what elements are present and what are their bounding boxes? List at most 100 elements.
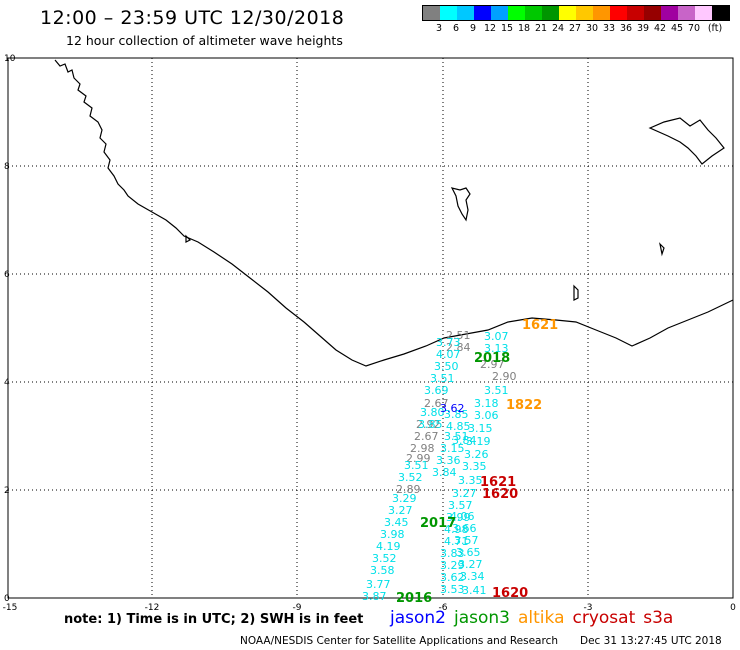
track-value-gray: 2.51 xyxy=(446,329,471,342)
pass-time-label: 2016 xyxy=(396,591,432,606)
legend-label: 21 xyxy=(534,23,548,34)
track-value-gray: 2.97 xyxy=(480,358,505,371)
track-value-cyan: 4.85 xyxy=(446,420,471,433)
track-value-gray: 2.84 xyxy=(446,341,471,354)
legend-swatch xyxy=(627,6,644,20)
track-value-gray: 2.67 xyxy=(424,397,449,410)
track-value-cyan: 3.62 xyxy=(440,571,465,584)
track-value-cyan: 3.50 xyxy=(434,360,459,373)
satellite-legend: jason2 jason3 altika cryosat s3a xyxy=(390,608,681,628)
coastline xyxy=(54,59,734,367)
legend-swatch xyxy=(610,6,627,20)
track-value-cyan: 4.07 xyxy=(436,348,461,361)
track-value-cyan: 3.99 xyxy=(446,511,471,524)
track-value-gray: 2.99 xyxy=(406,452,431,465)
track-value-cyan: 3.27 xyxy=(388,504,413,517)
coastline-east xyxy=(648,117,725,165)
legend-swatch xyxy=(423,6,440,20)
map-gridlines xyxy=(8,58,733,598)
track-value-cyan: 3.58 xyxy=(370,564,395,577)
legend-label: 39 xyxy=(636,23,650,34)
legend-swatch xyxy=(474,6,491,20)
track-value-cyan: 3.51 xyxy=(430,372,455,385)
track-value-cyan: 3.52 xyxy=(372,552,397,565)
coastline-islet-2 xyxy=(659,242,665,257)
legend-label: (ft) xyxy=(707,23,723,34)
track-value-gray: 2.90 xyxy=(492,370,517,383)
footer-note: note: 1) Time is in UTC; 2) SWH is in fe… xyxy=(64,612,364,627)
track-value-cyan: 3.57 xyxy=(448,499,473,512)
legend-swatch xyxy=(457,6,474,20)
pass-time-label: 1620 xyxy=(492,586,528,601)
track-value-cyan: 4.98 xyxy=(444,523,469,536)
track-value-cyan: 3.51 xyxy=(404,459,429,472)
track-value-cyan: 3.13 xyxy=(484,342,509,355)
pass-time-label: 1620 xyxy=(482,487,518,502)
satellite-cryosat: cryosat xyxy=(572,608,636,628)
coastline-islet xyxy=(573,284,579,301)
track-value-gray: 2.92 xyxy=(416,418,441,431)
track-value-cyan: 3.83 xyxy=(440,547,465,560)
legend-label: 45 xyxy=(670,23,684,34)
track-value-cyan: 3.41 xyxy=(462,584,487,597)
legend-label: 6 xyxy=(452,23,460,34)
x-tick-label: -3 xyxy=(584,603,593,613)
satellite-jason2: jason2 xyxy=(390,608,446,628)
y-tick-label: 4 xyxy=(4,378,10,388)
legend-label: 30 xyxy=(585,23,599,34)
legend-label: 70 xyxy=(687,23,701,34)
pass-time-label: 2017 xyxy=(420,516,456,531)
y-tick-label: 0 xyxy=(4,594,10,604)
color-legend: 3 6 9 12 15 18 21 24 27 30 33 36 39 42 45 70 (ft) xyxy=(422,5,730,35)
altimeter-track-values: 2.512.842.972.902.672.922.672.982.992.89… xyxy=(362,318,558,606)
legend-label: 27 xyxy=(568,23,582,34)
legend-swatch xyxy=(440,6,457,20)
track-value-cyan: 3.15 xyxy=(440,442,465,455)
legend-label: 3 xyxy=(435,23,443,34)
track-value-cyan: 3.77 xyxy=(366,578,391,591)
track-value-cyan: 3.87 xyxy=(362,590,387,603)
axis-ticks: -15 -12 -9 -6 -3 0 0 2 4 6 8 10 xyxy=(3,54,736,613)
legend-swatch xyxy=(525,6,542,20)
legend-label: 33 xyxy=(602,23,616,34)
track-value-cyan: 3.51 xyxy=(484,384,509,397)
track-value-cyan: 3.57 xyxy=(454,534,479,547)
track-value-cyan: 3.52 xyxy=(398,471,423,484)
track-value-cyan: 3.80 xyxy=(420,406,445,419)
track-value-cyan: 3.73 xyxy=(436,336,461,349)
track-value-cyan: 3.36 xyxy=(436,454,461,467)
track-value-cyan: 3.27 xyxy=(458,558,483,571)
track-value-cyan: 3.84 xyxy=(432,466,457,479)
legend-label: 36 xyxy=(619,23,633,34)
legend-swatch xyxy=(559,6,576,20)
track-value-cyan: 3.06 xyxy=(474,409,499,422)
track-value-cyan: 3.98 xyxy=(380,528,405,541)
legend-label: 18 xyxy=(517,23,531,34)
y-tick-label: 8 xyxy=(4,162,10,172)
track-value-gray: 2.98 xyxy=(410,442,435,455)
track-value-cyan: 3.29 xyxy=(440,559,465,572)
legend-label: 9 xyxy=(469,23,477,34)
track-value-cyan: 3.29 xyxy=(392,492,417,505)
satellite-jason3: jason3 xyxy=(454,608,510,628)
legend-swatch xyxy=(678,6,695,20)
legend-swatch xyxy=(644,6,661,20)
track-value-cyan: 4.06 xyxy=(450,510,475,523)
track-value-cyan: 3.65 xyxy=(456,546,481,559)
y-tick-label: 6 xyxy=(4,270,10,280)
legend-swatch xyxy=(508,6,525,20)
legend-swatch xyxy=(712,6,729,20)
track-value-cyan: 3.85 xyxy=(444,408,469,421)
track-value-cyan: 3.66 xyxy=(452,522,477,535)
pass-time-label: 1621 xyxy=(480,475,516,490)
track-value-gray: 2.67 xyxy=(414,430,439,443)
track-value-cyan: 4.71 xyxy=(444,535,469,548)
map-subtitle: 12 hour collection of altimeter wave hei… xyxy=(66,33,343,48)
track-value-cyan: 3.84 xyxy=(452,434,477,447)
legend-label: 15 xyxy=(500,23,514,34)
legend-label: 12 xyxy=(483,23,497,34)
map-frame xyxy=(7,57,734,599)
legend-swatch xyxy=(695,6,712,20)
legend-labels: 3 6 9 12 15 18 21 24 27 30 33 36 39 42 45 70 (ft) xyxy=(422,21,730,35)
track-value-cyan: 3.51 xyxy=(444,430,469,443)
